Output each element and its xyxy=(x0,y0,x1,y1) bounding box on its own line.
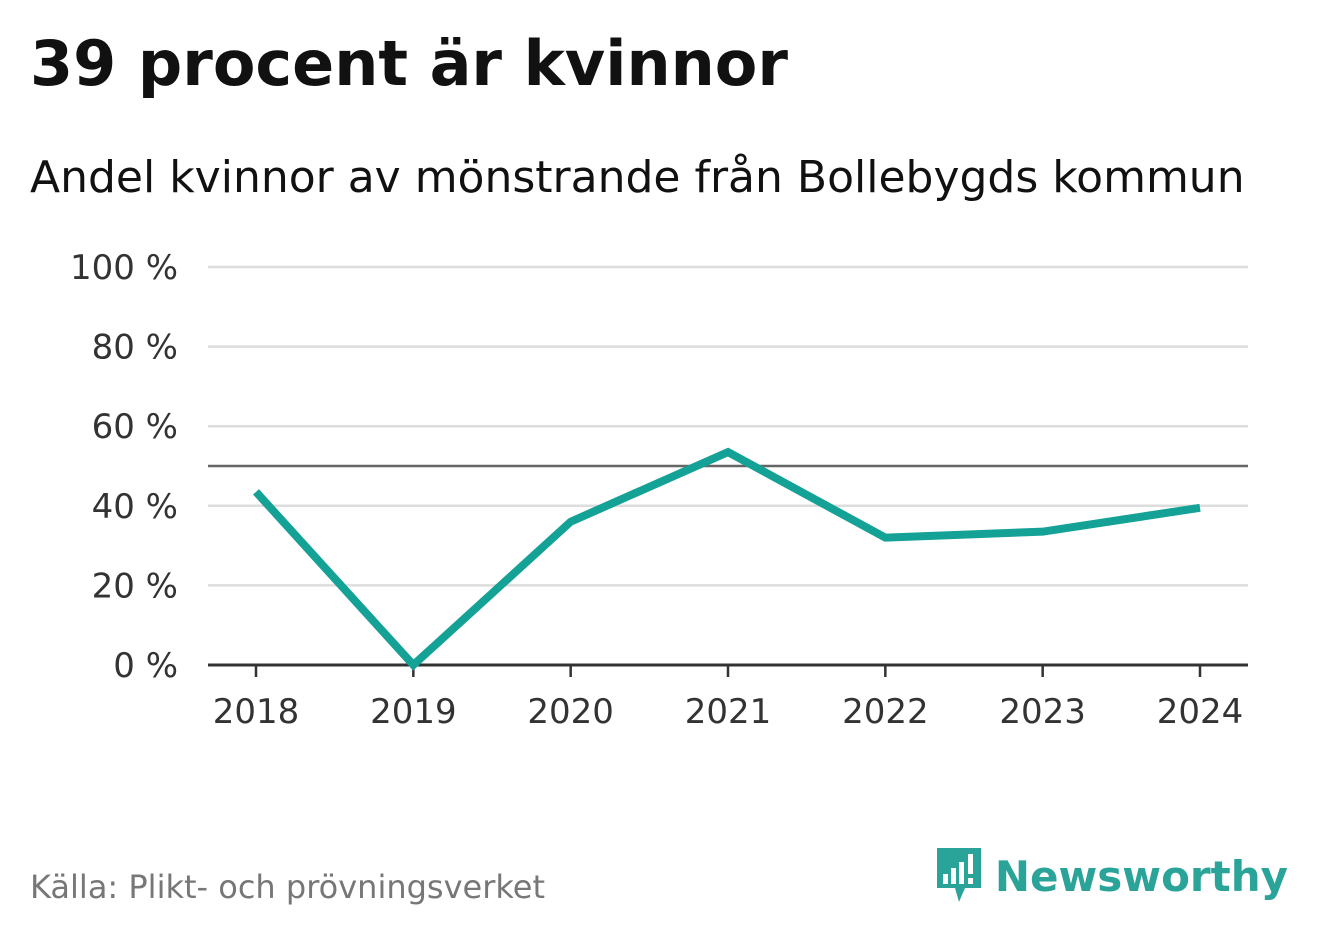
x-tick-label: 2023 xyxy=(999,692,1086,732)
x-tick-label: 2022 xyxy=(842,692,929,732)
y-tick-label: 0 % xyxy=(113,646,178,686)
newsworthy-logo-icon xyxy=(936,848,981,902)
series-line xyxy=(253,447,1201,671)
x-tick-label: 2024 xyxy=(1157,692,1244,732)
chart-subtitle: Andel kvinnor av mönstrande från Bolleby… xyxy=(30,152,1245,203)
x-tick-label: 2020 xyxy=(527,692,614,732)
source-note: Källa: Plikt- och prövningsverket xyxy=(30,868,545,906)
x-tick-label: 2018 xyxy=(213,692,300,732)
y-tick-label: 60 % xyxy=(92,407,178,447)
y-tick-label: 20 % xyxy=(92,566,178,606)
brand-name: Newsworthy xyxy=(994,851,1288,901)
chart-title: 39 procent är kvinnor xyxy=(30,27,788,100)
x-tick-label: 2021 xyxy=(685,692,772,732)
y-tick-label: 40 % xyxy=(92,487,178,527)
brand-logo[interactable]: Newsworthy xyxy=(935,846,1288,906)
x-tick-label: 2019 xyxy=(370,692,457,732)
y-tick-label: 80 % xyxy=(92,328,178,368)
y-tick-label: 100 % xyxy=(70,248,178,288)
